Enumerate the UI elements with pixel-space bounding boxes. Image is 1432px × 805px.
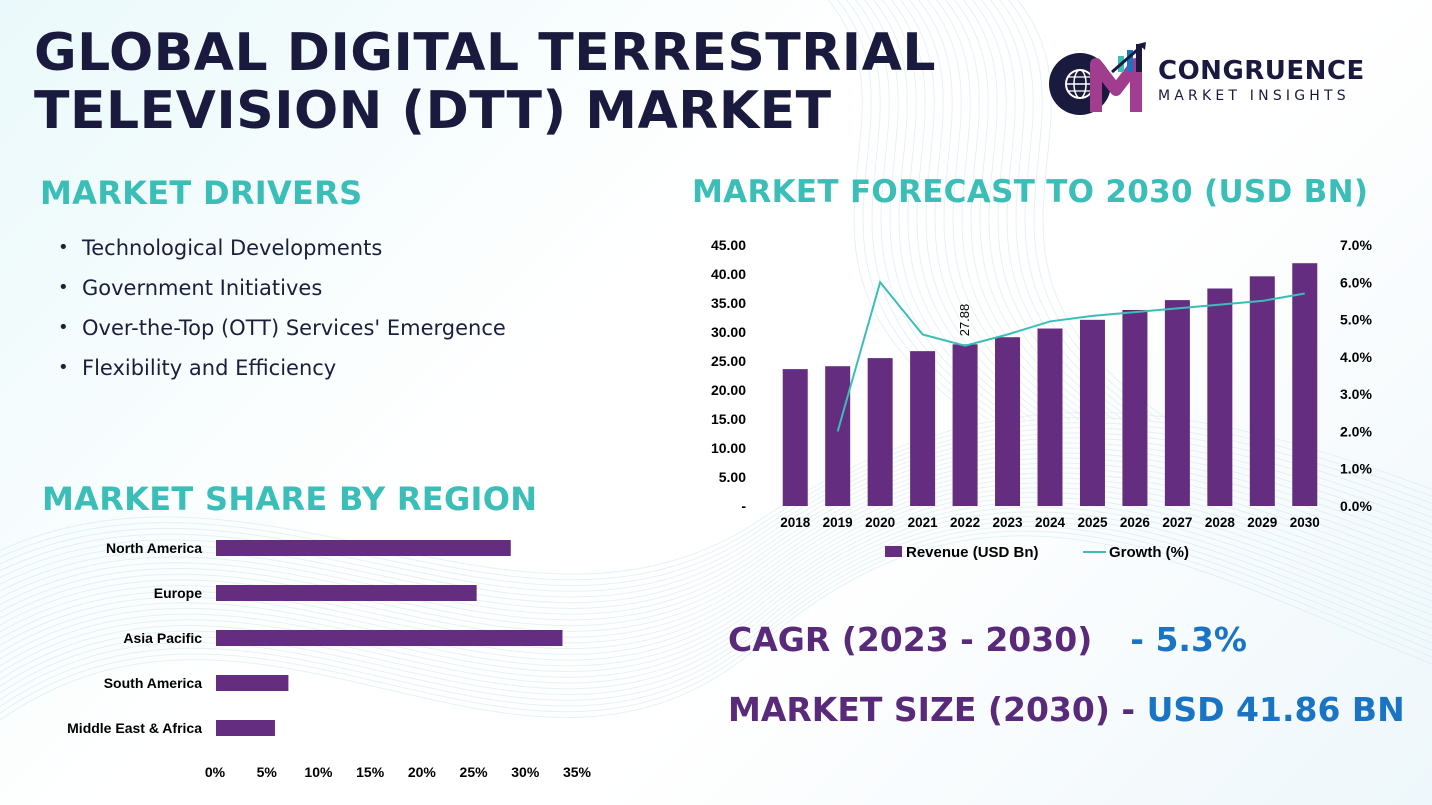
legend-label-revenue: Revenue (USD Bn)	[906, 544, 1039, 561]
market-size-label: MARKET SIZE (2030) -	[728, 690, 1136, 729]
cagr-label: CAGR (2023 - 2030)	[728, 620, 1093, 659]
y-left-tick-label: 15.00	[711, 411, 746, 427]
x-tick-label: 2021	[908, 515, 939, 530]
revenue-bar	[952, 344, 978, 506]
region-label: Europe	[154, 585, 202, 601]
x-tick-label: 2029	[1247, 515, 1277, 530]
region-bar	[216, 720, 275, 736]
y-left-tick-label: 10.00	[711, 440, 746, 456]
market-size-value: USD 41.86 BN	[1146, 690, 1405, 729]
y-right-tick-label: 3.0%	[1340, 386, 1372, 402]
driver-item: Over-the-Top (OTT) Services' Emergence	[58, 308, 506, 348]
region-label: Middle East & Africa	[67, 720, 202, 736]
page-title-line-2: TELEVISION (DTT) MARKET	[34, 81, 832, 141]
globe-chart-logo-icon	[1049, 42, 1146, 115]
x-tick-label: 2018	[780, 515, 811, 530]
legend-swatch-revenue	[885, 546, 902, 557]
y-left-tick-label: 25.00	[711, 353, 746, 369]
y-left-tick-label: 40.00	[711, 266, 746, 282]
x-tick-label: 2028	[1205, 515, 1236, 530]
x-tick-label: 30%	[511, 764, 540, 780]
region-label: South America	[104, 675, 202, 691]
x-tick-label: 20%	[408, 764, 437, 780]
driver-item: Government Initiatives	[58, 268, 506, 308]
revenue-bar	[825, 366, 851, 506]
revenue-bar	[782, 369, 808, 506]
x-tick-label: 2019	[823, 515, 853, 530]
revenue-bar	[1164, 300, 1190, 506]
x-tick-label: 0%	[205, 764, 226, 780]
region-bar	[216, 540, 511, 556]
company-logo: CONGRUENCE MARKET INSIGHTS	[1046, 42, 1406, 118]
y-right-tick-label: 7.0%	[1340, 237, 1372, 253]
x-tick-label: 2024	[1035, 515, 1066, 530]
x-tick-label: 2026	[1120, 515, 1151, 530]
revenue-bar	[1037, 328, 1063, 506]
x-tick-label: 25%	[460, 764, 489, 780]
y-left-tick-label: 35.00	[711, 295, 746, 311]
market-drivers-heading: MARKET DRIVERS	[40, 174, 363, 212]
x-tick-label: 2025	[1077, 515, 1108, 530]
region-label: North America	[106, 540, 202, 556]
x-tick-label: 2022	[950, 515, 980, 530]
y-left-tick-label: 30.00	[711, 324, 746, 340]
x-tick-label: 2027	[1162, 515, 1192, 530]
y-right-tick-label: 2.0%	[1340, 423, 1372, 439]
y-right-tick-label: 0.0%	[1340, 498, 1372, 514]
y-left-tick-label: 20.00	[711, 382, 746, 398]
page-title: GLOBAL DIGITAL TERRESTRIAL TELEVISION (D…	[34, 24, 1014, 140]
y-left-tick-label: -	[741, 498, 746, 514]
revenue-bar	[1249, 276, 1275, 506]
revenue-bar	[995, 337, 1021, 506]
growth-line	[836, 280, 1305, 432]
market-forecast-heading: MARKET FORECAST TO 2030 (USD BN)	[692, 174, 1369, 210]
region-share-heading: MARKET SHARE BY REGION	[42, 480, 538, 518]
y-right-tick-label: 5.0%	[1340, 312, 1372, 328]
legend-label-growth: Growth (%)	[1109, 544, 1189, 561]
x-tick-label: 2023	[993, 515, 1024, 530]
driver-item: Technological Developments	[58, 228, 506, 268]
revenue-bar	[867, 358, 893, 506]
driver-item: Flexibility and Efficiency	[58, 348, 506, 388]
revenue-bar	[1079, 319, 1105, 506]
region-share-chart: North America Europe Asia Pacific South Ame…	[67, 540, 592, 780]
logo-subtitle: MARKET INSIGHTS	[1158, 88, 1350, 104]
region-bar	[216, 675, 289, 691]
region-bar	[216, 630, 563, 646]
region-label: Asia Pacific	[123, 630, 202, 646]
cagr-stat: CAGR (2023 - 2030) - 5.3%	[728, 620, 1247, 659]
y-right-tick-label: 1.0%	[1340, 461, 1372, 477]
cagr-value: - 5.3%	[1130, 620, 1247, 659]
y-right-tick-label: 4.0%	[1340, 349, 1372, 365]
y-right-tick-label: 6.0%	[1340, 274, 1372, 290]
revenue-bar	[1207, 288, 1233, 506]
revenue-bar	[910, 351, 936, 506]
market-drivers-list: Technological Developments Government In…	[58, 228, 506, 388]
x-tick-label: 10%	[304, 764, 333, 780]
x-tick-label: 35%	[563, 764, 592, 780]
x-tick-label: 2020	[865, 515, 895, 530]
revenue-bar	[1122, 309, 1148, 506]
revenue-bar	[1292, 263, 1318, 506]
data-label: 27.88	[957, 304, 972, 337]
y-left-tick-label: 45.00	[711, 237, 746, 253]
x-tick-label: 5%	[257, 764, 278, 780]
x-tick-label: 2030	[1290, 515, 1320, 530]
forecast-chart: - 5.00 10.00 15.00 20.00 25.00 30.00 35.00 40.00…	[711, 237, 1373, 561]
x-tick-label: 15%	[356, 764, 385, 780]
market-size-stat: MARKET SIZE (2030) - USD 41.86 BN	[728, 690, 1405, 729]
page-title-line-1: GLOBAL DIGITAL TERRESTRIAL	[34, 23, 937, 83]
y-left-tick-label: 5.00	[719, 469, 746, 485]
region-bar	[216, 585, 477, 601]
logo-name: CONGRUENCE	[1158, 56, 1365, 86]
